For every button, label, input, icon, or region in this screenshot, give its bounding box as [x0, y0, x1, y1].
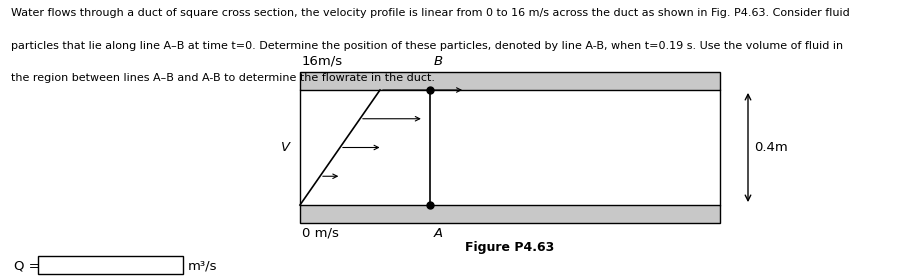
Text: 16m/s: 16m/s — [301, 55, 343, 68]
Text: 0.4m: 0.4m — [754, 141, 787, 154]
Bar — [300, 90, 720, 205]
Text: 0 m/s: 0 m/s — [301, 227, 338, 240]
Text: Water flows through a duct of square cross section, the velocity profile is line: Water flows through a duct of square cro… — [11, 8, 849, 18]
Text: Q =: Q = — [14, 260, 40, 272]
Bar — [300, 205, 720, 223]
Bar — [38, 256, 183, 274]
Text: A: A — [434, 227, 443, 240]
Text: B: B — [434, 55, 443, 68]
Bar — [300, 72, 720, 90]
Text: the region between lines A–B and A-B to determine the flowrate in the duct.: the region between lines A–B and A-B to … — [11, 73, 435, 83]
Text: particles that lie along line A–B at time t=0. Determine the position of these p: particles that lie along line A–B at tim… — [11, 41, 842, 51]
Text: V: V — [280, 141, 289, 154]
Text: Figure P4.63: Figure P4.63 — [465, 241, 554, 255]
Text: m³/s: m³/s — [187, 260, 217, 272]
